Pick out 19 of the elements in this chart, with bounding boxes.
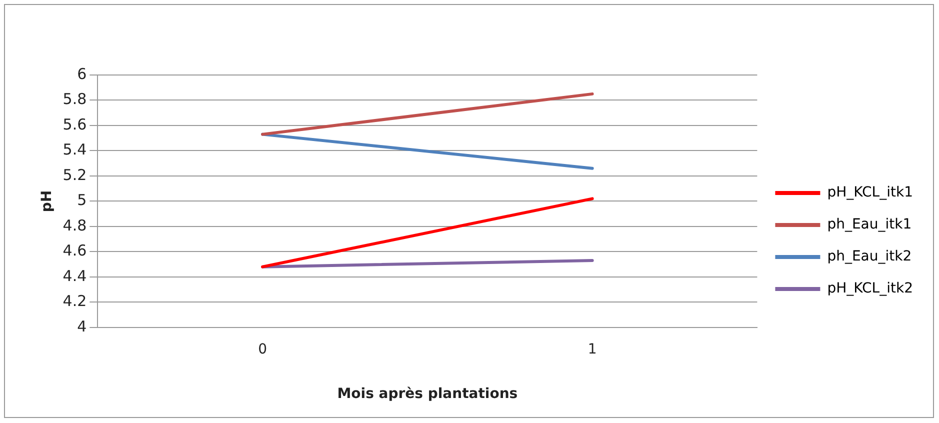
y-tick-label: 4.4 — [62, 266, 87, 285]
legend-label: pH_KCL_itk2 — [827, 280, 914, 297]
x-tick-label: 1 — [588, 341, 597, 358]
y-tick-label: 5.6 — [62, 115, 87, 134]
y-tick-label: 5 — [77, 191, 87, 210]
legend-label: ph_Eau_itk2 — [827, 248, 912, 265]
y-tick-label: 5.8 — [62, 90, 87, 108]
legend-label: ph_Eau_itk1 — [827, 216, 912, 233]
y-tick-label: 4.6 — [62, 242, 87, 260]
x-axis-title: Mois après plantations — [337, 386, 518, 402]
y-tick-label: 4.2 — [62, 292, 87, 310]
y-tick-label: 4.8 — [62, 216, 87, 234]
y-tick-label: 5.2 — [62, 166, 87, 184]
x-tick-label: 0 — [258, 341, 268, 358]
y-tick-label: 5.4 — [62, 140, 87, 159]
y-axis-title: pH — [39, 190, 56, 212]
y-tick-label: 6 — [77, 64, 87, 83]
legend-label: pH_KCL_itk1 — [827, 184, 914, 201]
y-tick-label: 4 — [77, 317, 87, 336]
